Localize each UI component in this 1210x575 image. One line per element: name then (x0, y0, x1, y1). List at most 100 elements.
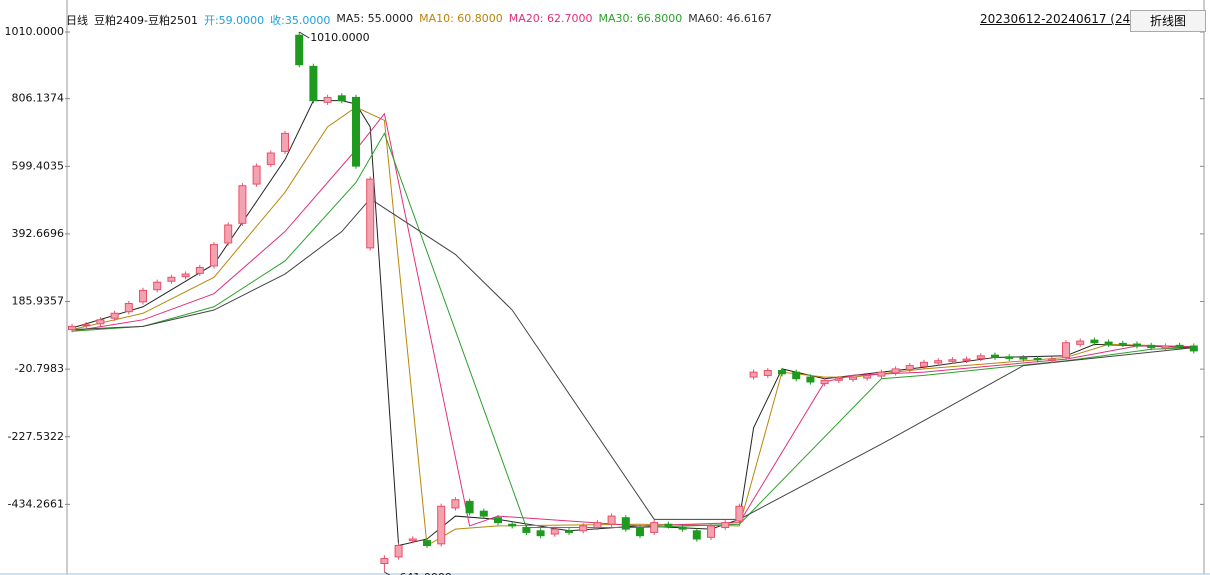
candle-body (1062, 342, 1070, 358)
candle-body (1104, 341, 1113, 345)
candle-body (295, 34, 304, 66)
candle-body (281, 132, 289, 152)
candle-body (210, 244, 218, 267)
indicator: 收:35.0000 (270, 14, 331, 27)
candle-body (195, 266, 204, 274)
header: 日线 豆粕2409-豆粕2501 开:59.0000 收:35.0000 MA5: … (66, 12, 772, 28)
ma-line (71, 198, 1194, 520)
indicator: MA5: 55.0000 (336, 12, 414, 25)
candle-body (1133, 343, 1141, 347)
candle-body (68, 325, 76, 331)
candle-body (707, 525, 715, 538)
candle-body (636, 527, 644, 537)
y-tick-label: 599.4035 (12, 159, 65, 172)
candle-body (96, 319, 105, 325)
candle-body (692, 530, 701, 540)
candle-body (352, 96, 360, 167)
candle-body (607, 515, 616, 525)
candle-body (621, 517, 630, 530)
candle-body (423, 540, 431, 547)
y-tick-label: 1010.0000 (5, 25, 65, 38)
candle-body (891, 368, 900, 374)
candle-body (82, 324, 91, 327)
candle-body (778, 370, 786, 375)
candle-body (565, 530, 573, 533)
candle-body (238, 185, 247, 224)
candle-body (522, 527, 531, 533)
y-tick-label: -434.2661 (8, 497, 64, 510)
candle-body (962, 358, 971, 361)
candle-body (110, 312, 119, 319)
candle-body (536, 530, 545, 537)
annotation-leader (298, 31, 310, 39)
candle-body (1019, 357, 1028, 360)
candle-body (678, 527, 687, 530)
annotation: 1010.0000 (310, 31, 370, 44)
candle-body (550, 528, 559, 535)
date-range[interactable]: 20230612-20240617 (241) (980, 12, 1143, 26)
ma-line (71, 112, 1194, 527)
annotation: -641.0000 (395, 571, 451, 575)
candle-body (1076, 340, 1085, 345)
candle-body (991, 354, 999, 358)
candle-body (1090, 339, 1099, 344)
indicator: 开:59.0000 (203, 14, 265, 27)
candle-body (124, 302, 133, 313)
candle-body (323, 96, 332, 103)
candle-body (1147, 344, 1156, 349)
candle-body (1118, 342, 1127, 345)
candle-body (309, 65, 318, 102)
indicator: MA60: 46.6167 (688, 12, 772, 25)
candle-body (1175, 344, 1184, 348)
line-chart-button[interactable]: 折线图 (1130, 10, 1206, 32)
candle-body (1033, 357, 1042, 361)
candle-body (465, 500, 474, 514)
candle-body (224, 224, 233, 244)
candle-body (437, 505, 446, 545)
candle-body (252, 165, 261, 185)
candle-body (153, 281, 162, 291)
candle-body (1189, 345, 1198, 352)
candle-body (877, 371, 886, 377)
indicator: MA20: 62.7000 (508, 12, 593, 25)
y-tick-label: 806.1374 (12, 92, 65, 105)
candle-body (863, 374, 872, 379)
candle-body (934, 360, 943, 364)
ma-line (71, 106, 1194, 547)
y-tick-label: -20.7983 (15, 362, 64, 375)
candle-body (508, 523, 517, 527)
y-tick-label: -227.5322 (8, 430, 64, 443)
ma-line (71, 100, 1194, 547)
candle-body (920, 361, 928, 367)
instrument: 豆粕2409-豆粕2501 (94, 14, 198, 27)
indicator: MA10: 60.8000 (419, 12, 503, 25)
candle-body (792, 371, 801, 380)
y-tick-label: 185.9357 (12, 295, 65, 308)
candle-body (976, 355, 985, 359)
candle-body (579, 525, 588, 532)
candle-body (948, 359, 957, 362)
candle-body (337, 95, 346, 102)
candle-body (266, 152, 275, 165)
candle-body (139, 289, 147, 303)
candle-body (763, 370, 772, 376)
candle-body (1161, 345, 1170, 349)
candle-body (820, 379, 829, 385)
candle-body (806, 376, 815, 383)
candle-body (181, 273, 190, 278)
candle-body (749, 371, 758, 378)
candle-body (650, 522, 659, 533)
candle-body (167, 276, 176, 282)
candle-body (1047, 358, 1056, 361)
candle-body (849, 376, 857, 380)
candle-body (479, 510, 488, 517)
indicator: MA30: 66.8000 (598, 12, 683, 25)
candle-body (366, 178, 375, 249)
candle-body (494, 517, 502, 524)
candle-body (834, 378, 843, 381)
y-tick-label: 392.6696 (12, 227, 65, 240)
candle-body (1005, 356, 1014, 359)
candle-body (451, 499, 460, 509)
